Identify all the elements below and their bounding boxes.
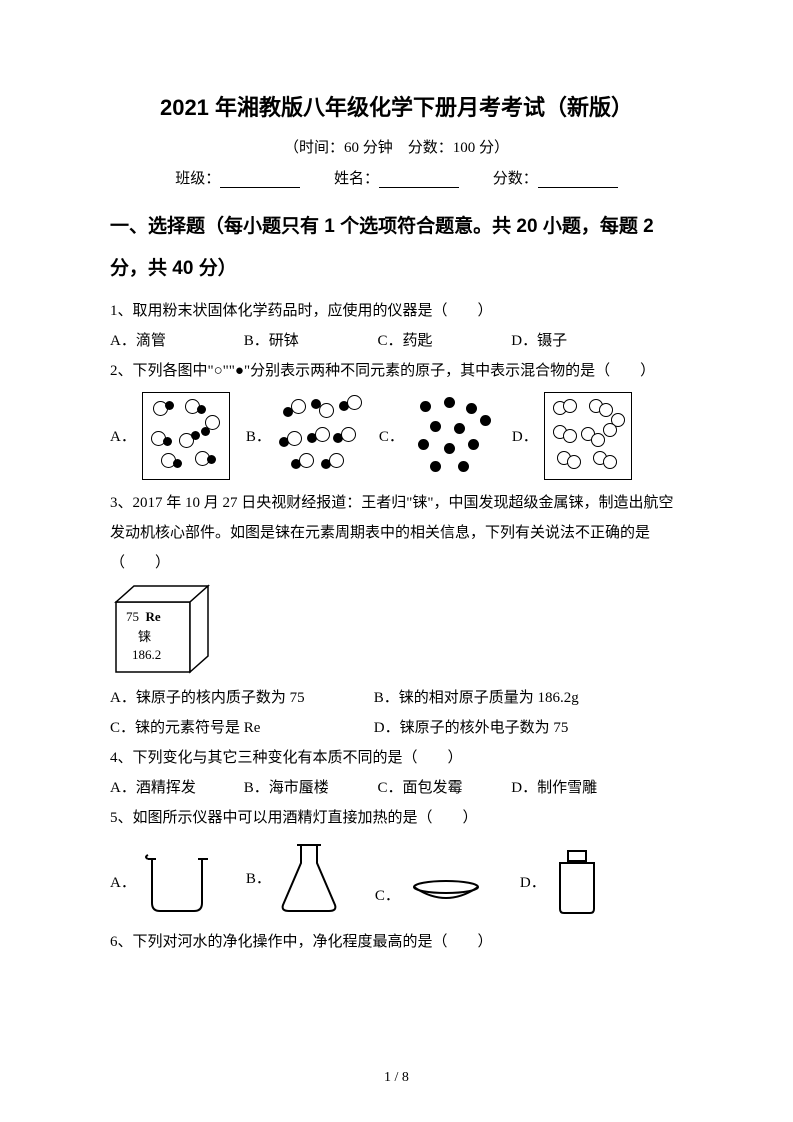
- bottle-icon: [552, 847, 602, 917]
- q5-figures: A． B． C． D．: [110, 839, 683, 917]
- q4-opt-b: B．海市蜃楼: [244, 773, 374, 803]
- q4-stem: 4、下列变化与其它三种变化有本质不同的是（ ）: [110, 743, 683, 773]
- q5-label-a: A．: [110, 871, 136, 892]
- q3-opt-b: B．铼的相对原子质量为 186.2g: [374, 683, 634, 713]
- q3-cube: 75 Re 铼 186.2: [110, 582, 683, 677]
- q3-options-1: A．铼原子的核内质子数为 75 B．铼的相对原子质量为 186.2g: [110, 683, 683, 713]
- score-label: 分数：: [493, 171, 538, 187]
- q3-options-2: C．铼的元素符号是 Re D．铼原子的核外电子数为 75: [110, 713, 683, 743]
- cube-icon: [110, 582, 220, 677]
- q4-opt-c: C．面包发霉: [378, 773, 508, 803]
- q2-box-d: [544, 392, 632, 480]
- q1-opt-a: A．滴管: [110, 326, 240, 356]
- q5-label-c: C．: [375, 884, 400, 905]
- name-label: 姓名：: [334, 171, 379, 187]
- name-blank: [379, 171, 459, 188]
- dish-icon: [406, 873, 486, 917]
- class-blank: [220, 171, 300, 188]
- page-title: 2021 年湘教版八年级化学下册月考考试（新版）: [110, 90, 683, 122]
- q3-stem: 3、2017 年 10 月 27 日央视财经报道：王者归"铼"，中国发现超级金属…: [110, 488, 683, 578]
- total-score: 100 分: [453, 140, 494, 156]
- q2-fig-a: A．: [110, 392, 230, 480]
- flask-icon: [277, 839, 341, 917]
- beaker-icon: [142, 847, 212, 917]
- exam-meta: （时间：60 分钟 分数：100 分）: [110, 136, 683, 157]
- q3-opt-a: A．铼原子的核内质子数为 75: [110, 683, 370, 713]
- q5-stem: 5、如图所示仪器中可以用酒精灯直接加热的是（ ）: [110, 803, 683, 833]
- score-blank: [538, 171, 618, 188]
- q2-stem: 2、下列各图中"○""●"分别表示两种不同元素的原子，其中表示混合物的是（ ）: [110, 356, 683, 386]
- q1-opt-d: D．镊子: [511, 326, 641, 356]
- q3-opt-d: D．铼原子的核外电子数为 75: [374, 713, 634, 743]
- q2-box-a: [142, 392, 230, 480]
- q4-opt-a: A．酒精挥发: [110, 773, 240, 803]
- q2-figures: A． B．: [110, 392, 683, 480]
- q1-opt-b: B．研钵: [244, 326, 374, 356]
- q2-box-b: [277, 393, 363, 479]
- exam-page: 2021 年湘教版八年级化学下册月考考试（新版） （时间：60 分钟 分数：10…: [0, 0, 793, 1122]
- q2-label-c: C．: [379, 425, 404, 446]
- score-mid: 分数：: [393, 140, 453, 156]
- class-label: 班级：: [175, 171, 220, 187]
- q1-opt-c: C．药匙: [378, 326, 508, 356]
- q2-label-a: A．: [110, 425, 136, 446]
- q1-options: A．滴管 B．研钵 C．药匙 D．镊子: [110, 326, 683, 356]
- q2-fig-c: C．: [379, 393, 496, 479]
- q2-fig-b: B．: [246, 393, 363, 479]
- q5-fig-c: C．: [375, 873, 486, 917]
- time-value: 60 分钟: [344, 140, 393, 156]
- q2-label-d: D．: [512, 425, 538, 446]
- q2-fig-d: D．: [512, 392, 632, 480]
- q5-label-d: D．: [520, 871, 546, 892]
- q2-box-c: [410, 393, 496, 479]
- section-1-header: 一、选择题（每小题只有 1 个选项符合题意。共 20 小题，每题 2 分，共 4…: [110, 206, 683, 290]
- q5-fig-d: D．: [520, 847, 602, 917]
- q3-opt-c: C．铼的元素符号是 Re: [110, 713, 370, 743]
- q5-fig-a: A．: [110, 847, 212, 917]
- cube-name: 铼: [138, 628, 151, 646]
- q5-fig-b: B．: [246, 839, 341, 917]
- q5-label-b: B．: [246, 867, 271, 888]
- student-fields: 班级： 姓名： 分数：: [110, 167, 683, 188]
- meta-suffix: ）: [494, 140, 509, 156]
- q4-opt-d: D．制作雪雕: [511, 773, 641, 803]
- q6-stem: 6、下列对河水的净化操作中，净化程度最高的是（ ）: [110, 927, 683, 957]
- q2-label-b: B．: [246, 425, 271, 446]
- cube-mass: 186.2: [132, 646, 161, 664]
- time-prefix: （时间：: [284, 140, 344, 156]
- cube-number: 75: [126, 609, 139, 624]
- q4-options: A．酒精挥发 B．海市蜃楼 C．面包发霉 D．制作雪雕: [110, 773, 683, 803]
- cube-symbol: Re: [146, 609, 161, 624]
- q1-stem: 1、取用粉末状固体化学药品时，应使用的仪器是（ ）: [110, 296, 683, 326]
- page-number: 1 / 8: [0, 1070, 793, 1086]
